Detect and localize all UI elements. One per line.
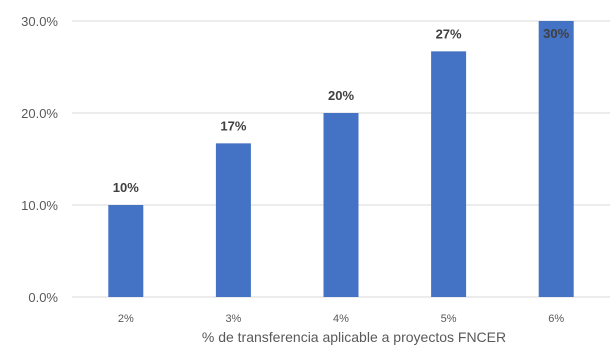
y-axis-ticks: 0.0% 10.0% 20.0% 30.0% bbox=[21, 14, 58, 305]
x-tick-label: 2% bbox=[118, 313, 134, 325]
x-tick-label: 4% bbox=[333, 313, 349, 325]
x-axis-ticks: 2% 3% 4% 5% 6% bbox=[118, 313, 565, 325]
bar bbox=[431, 51, 467, 297]
x-tick-label: 6% bbox=[548, 313, 564, 325]
bar bbox=[108, 205, 144, 297]
y-tick-label: 20.0% bbox=[21, 106, 58, 121]
x-axis-title: % de transferencia aplicable a proyectos… bbox=[202, 329, 506, 345]
bar bbox=[215, 143, 251, 297]
y-tick-label: 30.0% bbox=[21, 14, 58, 29]
data-label: 17% bbox=[220, 118, 246, 133]
data-label: 27% bbox=[436, 26, 462, 41]
bar bbox=[538, 21, 574, 297]
bars bbox=[108, 21, 574, 297]
y-tick-label: 0.0% bbox=[28, 290, 58, 305]
bar bbox=[323, 113, 359, 297]
data-label: 30% bbox=[543, 26, 569, 41]
y-tick-label: 10.0% bbox=[21, 198, 58, 213]
data-labels: 10% 17% 20% 27% 30% bbox=[113, 26, 570, 195]
x-tick-label: 3% bbox=[225, 313, 241, 325]
x-tick-label: 5% bbox=[441, 313, 457, 325]
data-label: 20% bbox=[328, 88, 354, 103]
data-label: 10% bbox=[113, 180, 139, 195]
